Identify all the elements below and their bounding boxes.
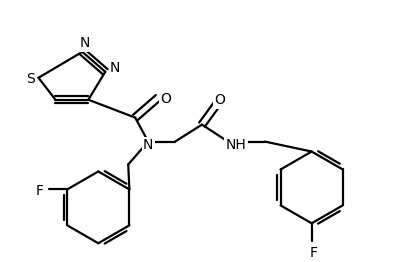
Text: O: O <box>215 93 225 107</box>
Text: NH: NH <box>225 138 246 152</box>
Text: F: F <box>35 184 43 198</box>
Text: N: N <box>110 61 120 75</box>
Text: N: N <box>79 36 89 50</box>
Text: O: O <box>161 92 171 106</box>
Text: F: F <box>310 246 318 260</box>
Text: N: N <box>143 138 153 152</box>
Text: S: S <box>26 72 35 86</box>
